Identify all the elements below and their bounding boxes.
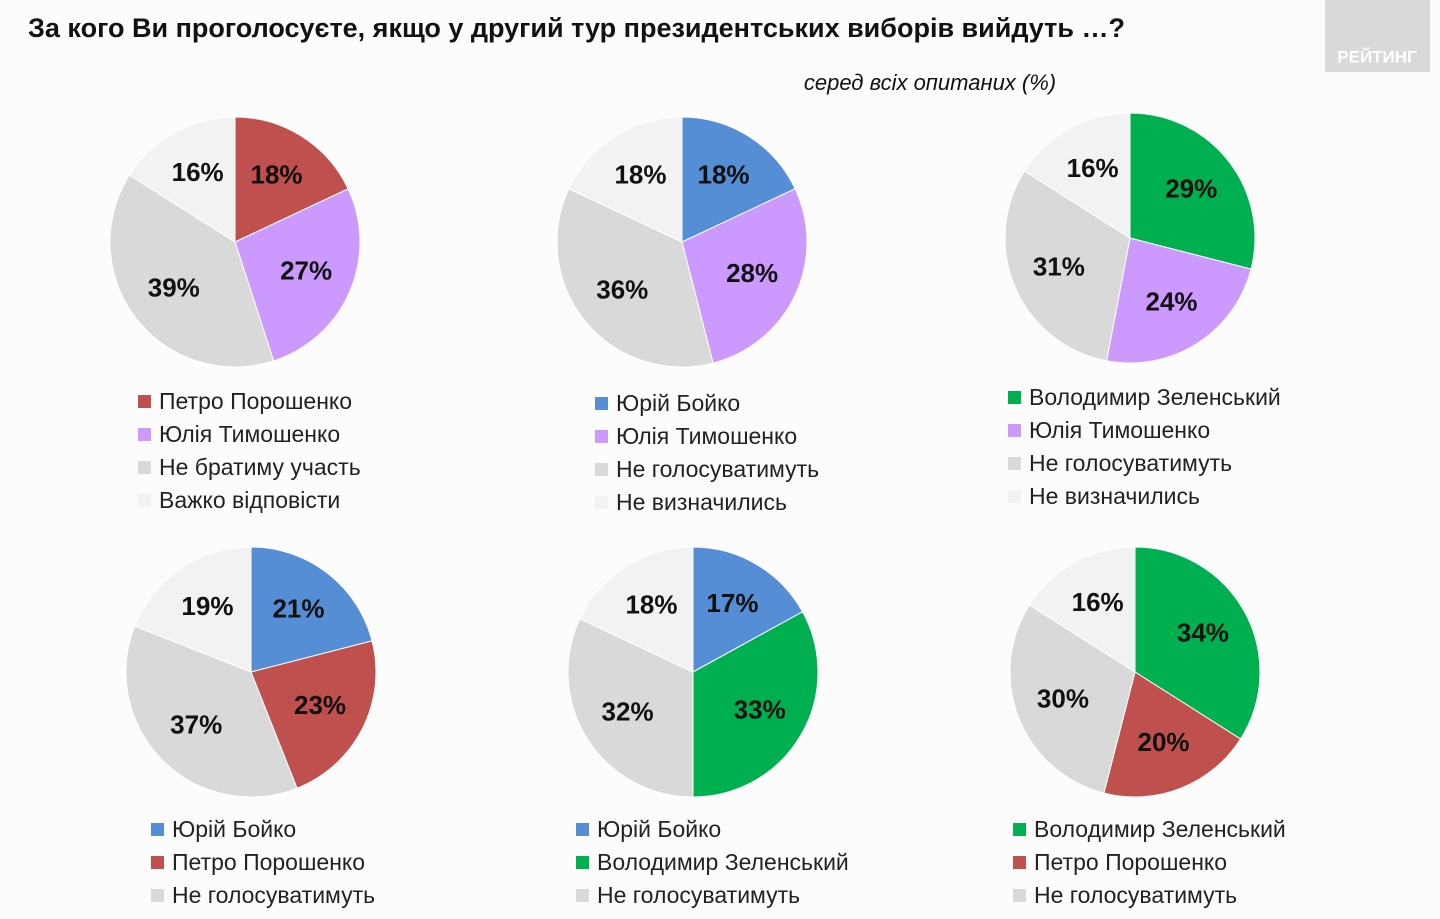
data-label: 18%	[251, 159, 303, 189]
pie-slice	[1105, 237, 1252, 364]
data-label: 21%	[272, 594, 324, 624]
legend-swatch	[1013, 856, 1026, 869]
pie-slice	[125, 625, 298, 798]
subtitle: серед всіх опитаних (%)	[804, 70, 1056, 95]
legend-label: Юрій Бойко	[172, 816, 296, 842]
data-label: 16%	[1067, 153, 1119, 183]
logo: РЕЙТИНГ	[1337, 47, 1417, 66]
legend-label: Володимир Зеленський	[597, 849, 849, 875]
legend-swatch	[138, 428, 151, 441]
pie-slice	[681, 116, 796, 243]
data-label: 17%	[706, 588, 758, 618]
data-label: 16%	[1072, 587, 1124, 617]
data-label: 30%	[1037, 683, 1089, 713]
data-label: 32%	[602, 696, 654, 726]
legend-swatch	[1013, 823, 1026, 836]
pie-slice	[234, 188, 361, 362]
legend-label: Юрій Бойко	[616, 390, 740, 416]
data-label: 23%	[294, 690, 346, 720]
legend-label: Юлія Тимошенко	[159, 421, 340, 447]
data-label: 34%	[1177, 618, 1229, 648]
legend-swatch	[1008, 424, 1021, 437]
legend-swatch	[1008, 457, 1021, 470]
pie-slice	[128, 116, 236, 243]
pie-slice	[692, 611, 819, 798]
pie-slice	[692, 546, 804, 673]
legend-swatch	[151, 889, 164, 902]
legend-label: Не голосуватимуть	[172, 882, 375, 908]
data-label: 39%	[148, 272, 200, 302]
pie-slice	[1028, 546, 1136, 673]
legend-label: Не голосуватимуть	[1029, 450, 1232, 476]
data-label: 33%	[734, 694, 786, 724]
legend-swatch	[595, 496, 608, 509]
legend-swatch	[1008, 391, 1021, 404]
pie-slice	[109, 174, 275, 368]
pie-slice	[681, 188, 808, 364]
legend-label: Не визначились	[616, 489, 787, 515]
data-label: 28%	[726, 258, 778, 288]
legend-label: Петро Порошенко	[172, 849, 365, 875]
data-label: 31%	[1033, 252, 1085, 282]
data-label: 20%	[1138, 727, 1190, 757]
legend-swatch	[576, 889, 589, 902]
data-label: 18%	[625, 589, 677, 619]
legend-label: Юлія Тимошенко	[1029, 417, 1210, 443]
pie-slice	[556, 188, 714, 368]
legend-label: Петро Порошенко	[159, 388, 352, 414]
legend-swatch	[138, 461, 151, 474]
data-label: 27%	[280, 256, 332, 286]
legend-swatch	[151, 823, 164, 836]
legend-swatch	[576, 823, 589, 836]
pie-slice	[1134, 546, 1261, 740]
pie-slice	[579, 546, 694, 673]
legend-swatch	[151, 856, 164, 869]
data-label: 29%	[1165, 173, 1217, 203]
pie-slice	[250, 640, 377, 789]
pie-slice	[1129, 112, 1256, 270]
pie-slice	[568, 116, 683, 243]
legend-label: Володимир Зеленський	[1029, 384, 1281, 410]
data-label: 18%	[698, 159, 750, 189]
legend-label: Юлія Тимошенко	[616, 423, 797, 449]
legend-swatch	[595, 463, 608, 476]
chart-title: За кого Ви проголосуєте, якщо у другий т…	[28, 13, 1125, 43]
logo-box	[1325, 0, 1430, 72]
legend-swatch	[138, 395, 151, 408]
data-label: 16%	[172, 157, 224, 187]
data-label: 36%	[596, 274, 648, 304]
legend-label: Не голосуватимуть	[597, 882, 800, 908]
legend-label: Не визначились	[1029, 483, 1200, 509]
legend-swatch	[595, 430, 608, 443]
legend-label: Петро Порошенко	[1034, 849, 1227, 875]
pie-slice	[1023, 112, 1131, 239]
legend-swatch	[595, 397, 608, 410]
legend-label: Важко відповісти	[159, 487, 340, 513]
legend-swatch	[138, 494, 151, 507]
pie-slice	[134, 546, 252, 673]
data-label: 18%	[614, 159, 666, 189]
pie-slice	[234, 116, 349, 243]
legend-label: Не голосуватимуть	[616, 456, 819, 482]
data-label: 19%	[181, 591, 233, 621]
legend-label: Володимир Зеленський	[1034, 816, 1286, 842]
pie-slice	[567, 618, 694, 798]
legend-label: Не братиму участь	[159, 454, 361, 480]
legend-swatch	[1008, 490, 1021, 503]
legend-label: Не голосуватимуть	[1034, 882, 1237, 908]
legend-swatch	[576, 856, 589, 869]
pie-slice	[250, 546, 373, 673]
pie-slice	[1009, 604, 1136, 794]
legend-label: Юрій Бойко	[597, 816, 721, 842]
data-label: 37%	[170, 710, 222, 740]
data-label: 24%	[1146, 286, 1198, 316]
legend-swatch	[1013, 889, 1026, 902]
pie-slice	[1103, 671, 1242, 798]
